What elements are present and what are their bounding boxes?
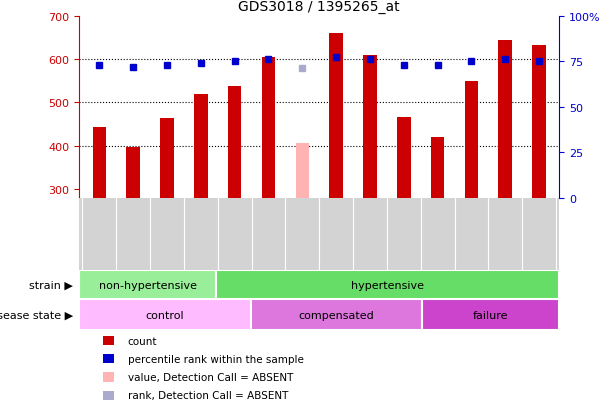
Bar — [465, 82, 478, 198]
Text: value, Detection Call = ABSENT: value, Detection Call = ABSENT — [128, 372, 293, 382]
Bar — [397, 118, 410, 198]
Bar — [499, 41, 512, 198]
Bar — [261, 58, 275, 198]
Text: failure: failure — [473, 310, 508, 320]
Bar — [92, 128, 106, 198]
Text: disease state ▶: disease state ▶ — [0, 310, 73, 320]
Text: hypertensive: hypertensive — [351, 280, 424, 290]
Bar — [216, 271, 559, 299]
Text: strain ▶: strain ▶ — [29, 280, 73, 290]
Text: non-hypertensive: non-hypertensive — [98, 280, 196, 290]
Bar — [330, 34, 343, 198]
Bar — [422, 299, 559, 330]
Text: percentile rank within the sample: percentile rank within the sample — [128, 354, 303, 364]
Bar — [194, 95, 207, 198]
Bar — [431, 138, 444, 198]
Bar — [295, 143, 309, 198]
Bar — [363, 56, 377, 198]
Text: compensated: compensated — [299, 310, 375, 320]
Bar — [161, 119, 174, 198]
Text: control: control — [145, 310, 184, 320]
Bar — [79, 299, 250, 330]
Text: count: count — [128, 336, 157, 346]
Text: rank, Detection Call = ABSENT: rank, Detection Call = ABSENT — [128, 390, 288, 400]
Title: GDS3018 / 1395265_at: GDS3018 / 1395265_at — [238, 0, 400, 14]
Bar — [79, 271, 216, 299]
Bar — [532, 46, 546, 198]
Bar — [250, 299, 422, 330]
Bar — [228, 87, 241, 198]
Bar — [126, 148, 140, 198]
